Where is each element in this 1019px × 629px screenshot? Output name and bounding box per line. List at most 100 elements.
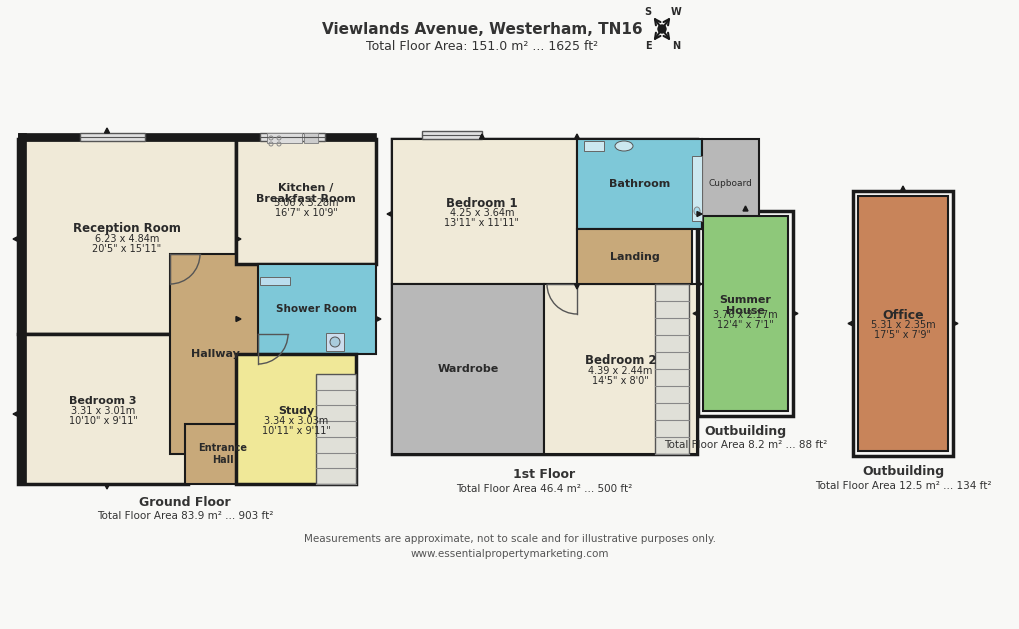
- Text: 4.39 x 2.44m: 4.39 x 2.44m: [588, 366, 652, 376]
- Bar: [184, 424, 260, 484]
- Text: 10'11" x 9'11": 10'11" x 9'11": [261, 426, 330, 436]
- Text: Total Floor Area 12.5 m² ... 134 ft²: Total Floor Area 12.5 m² ... 134 ft²: [814, 481, 990, 491]
- Text: 1st Floor: 1st Floor: [513, 467, 575, 481]
- Text: Bedroom 2: Bedroom 2: [584, 355, 655, 367]
- Polygon shape: [792, 311, 797, 316]
- Text: Total Floor Area 83.9 m² ... 903 ft²: Total Floor Area 83.9 m² ... 903 ft²: [97, 511, 273, 521]
- Bar: [584, 141, 603, 151]
- Text: N: N: [672, 41, 680, 51]
- Bar: [654, 284, 688, 454]
- Text: Landing: Landing: [609, 252, 658, 262]
- Polygon shape: [235, 316, 240, 321]
- Bar: [391, 284, 543, 454]
- Bar: [701, 139, 758, 229]
- Polygon shape: [104, 128, 109, 133]
- Bar: [304, 133, 318, 143]
- Text: Bedroom 3: Bedroom 3: [69, 396, 137, 406]
- Text: 10'10" x 9'11": 10'10" x 9'11": [68, 416, 138, 426]
- Bar: [857, 196, 947, 451]
- Text: Bathroom: Bathroom: [608, 179, 669, 189]
- Bar: [170, 254, 260, 454]
- Polygon shape: [847, 321, 852, 326]
- Text: Reception Room: Reception Room: [73, 222, 180, 235]
- Bar: [697, 211, 792, 416]
- Bar: [852, 191, 952, 456]
- Bar: [267, 133, 302, 143]
- Bar: [18, 133, 376, 141]
- Text: Outbuilding: Outbuilding: [704, 425, 786, 438]
- Circle shape: [657, 25, 665, 33]
- Text: 13'11" x 11'11": 13'11" x 11'11": [444, 218, 519, 228]
- Text: Entrance
Hall: Entrance Hall: [198, 443, 247, 465]
- Text: 6.23 x 4.84m: 6.23 x 4.84m: [95, 233, 159, 243]
- Bar: [391, 139, 577, 284]
- Text: Wardrobe: Wardrobe: [437, 364, 498, 374]
- Ellipse shape: [330, 337, 339, 347]
- Text: Kitchen /
Breakfast Room: Kitchen / Breakfast Room: [256, 182, 356, 204]
- Ellipse shape: [614, 141, 633, 151]
- Text: 20'5" x 15'11": 20'5" x 15'11": [93, 243, 161, 253]
- Polygon shape: [13, 411, 18, 416]
- Polygon shape: [479, 134, 484, 139]
- Polygon shape: [900, 186, 905, 191]
- Polygon shape: [692, 311, 697, 316]
- Polygon shape: [574, 284, 579, 289]
- Text: 3.34 x 3.03m: 3.34 x 3.03m: [264, 416, 328, 426]
- Polygon shape: [952, 321, 957, 326]
- Text: 3.31 x 3.01m: 3.31 x 3.01m: [70, 406, 135, 416]
- Text: 14'5" x 8'0": 14'5" x 8'0": [592, 376, 648, 386]
- Bar: [543, 284, 696, 454]
- Polygon shape: [696, 282, 701, 286]
- Text: 4.25 x 3.64m: 4.25 x 3.64m: [449, 208, 514, 218]
- Bar: [235, 354, 356, 484]
- Text: 12'4" x 7'1": 12'4" x 7'1": [716, 321, 773, 330]
- Bar: [18, 334, 187, 484]
- Bar: [391, 139, 696, 454]
- Bar: [18, 139, 235, 334]
- Text: Hallway: Hallway: [191, 349, 239, 359]
- Polygon shape: [386, 211, 391, 216]
- Bar: [235, 139, 376, 264]
- Polygon shape: [13, 237, 18, 242]
- Bar: [18, 133, 25, 484]
- Text: Shower Room: Shower Room: [276, 304, 357, 314]
- Text: 5.31 x 2.35m: 5.31 x 2.35m: [870, 321, 934, 330]
- Bar: [422, 131, 482, 139]
- Text: S: S: [644, 7, 651, 17]
- Bar: [577, 229, 691, 284]
- Ellipse shape: [693, 207, 699, 215]
- Bar: [79, 133, 145, 141]
- Text: Summer
House: Summer House: [718, 295, 770, 316]
- Bar: [326, 333, 343, 351]
- Text: Total Floor Area 46.4 m² ... 500 ft²: Total Floor Area 46.4 m² ... 500 ft²: [455, 484, 632, 494]
- Bar: [702, 216, 788, 411]
- Bar: [577, 139, 701, 229]
- Text: Study: Study: [277, 406, 314, 416]
- Bar: [260, 277, 289, 285]
- Text: 17'5" x 7'9": 17'5" x 7'9": [873, 330, 930, 340]
- Text: Viewlands Avenue, Westerham, TN16: Viewlands Avenue, Westerham, TN16: [321, 21, 642, 36]
- Polygon shape: [104, 484, 109, 489]
- Text: 3.76 x 2.17m: 3.76 x 2.17m: [712, 311, 777, 321]
- Text: Bedroom 1: Bedroom 1: [445, 197, 518, 210]
- Text: Measurements are approximate, not to scale and for illustrative purposes only.: Measurements are approximate, not to sca…: [304, 534, 715, 544]
- Polygon shape: [742, 206, 747, 211]
- Text: Outbuilding: Outbuilding: [861, 464, 944, 477]
- Text: Total Floor Area 8.2 m² ... 88 ft²: Total Floor Area 8.2 m² ... 88 ft²: [663, 440, 826, 450]
- Text: www.essentialpropertymarketing.com: www.essentialpropertymarketing.com: [411, 549, 608, 559]
- Polygon shape: [235, 237, 240, 242]
- Text: E: E: [644, 41, 651, 51]
- Polygon shape: [376, 316, 381, 321]
- Polygon shape: [574, 134, 579, 139]
- Text: Ground Floor: Ground Floor: [139, 496, 230, 508]
- Bar: [258, 264, 376, 354]
- Bar: [316, 374, 356, 484]
- Text: Office: Office: [881, 309, 923, 322]
- Bar: [691, 156, 701, 221]
- Text: W: W: [669, 7, 681, 17]
- Text: 16'7" x 10'9": 16'7" x 10'9": [274, 208, 337, 218]
- Text: Cupboard: Cupboard: [708, 179, 752, 189]
- Bar: [260, 133, 325, 141]
- Polygon shape: [696, 211, 701, 216]
- Text: Total Floor Area: 151.0 m² ... 1625 ft²: Total Floor Area: 151.0 m² ... 1625 ft²: [366, 40, 597, 52]
